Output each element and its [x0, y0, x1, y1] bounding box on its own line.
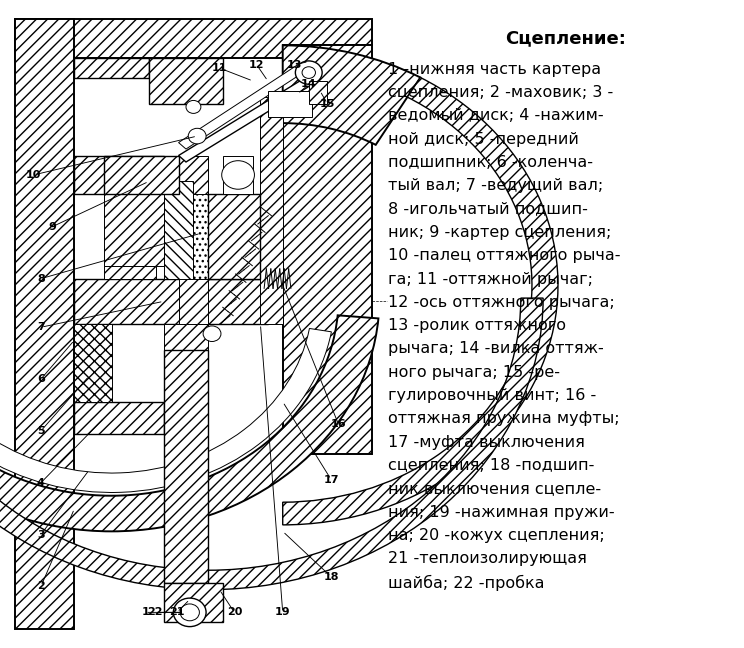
- Circle shape: [186, 100, 201, 113]
- Wedge shape: [0, 329, 331, 492]
- Text: 11: 11: [212, 63, 227, 73]
- Text: 14: 14: [301, 79, 317, 89]
- Text: сцепления; 18 -подшип-: сцепления; 18 -подшип-: [388, 458, 594, 473]
- Circle shape: [188, 128, 206, 144]
- Text: 5: 5: [37, 426, 45, 436]
- Polygon shape: [74, 402, 164, 434]
- Text: шайба; 22 -пробка: шайба; 22 -пробка: [388, 575, 545, 591]
- Polygon shape: [74, 156, 164, 194]
- Text: 1: 1: [141, 607, 149, 618]
- Text: 6: 6: [37, 374, 45, 384]
- Polygon shape: [193, 194, 223, 279]
- Text: 4: 4: [37, 478, 45, 488]
- Text: 15: 15: [320, 98, 335, 109]
- Circle shape: [295, 61, 322, 84]
- Text: 17 -муфта выключения: 17 -муфта выключения: [388, 435, 586, 450]
- Text: 1 -нижняя часть картера: 1 -нижняя часть картера: [388, 62, 601, 76]
- Text: подшипник; 6 -коленча-: подшипник; 6 -коленча-: [388, 155, 594, 170]
- Wedge shape: [283, 78, 558, 525]
- Polygon shape: [260, 97, 283, 324]
- Polygon shape: [15, 19, 372, 58]
- Text: 18: 18: [324, 572, 339, 582]
- Text: 21: 21: [170, 607, 185, 618]
- Polygon shape: [223, 156, 253, 194]
- Polygon shape: [104, 266, 156, 279]
- Polygon shape: [164, 350, 208, 583]
- Polygon shape: [164, 181, 193, 279]
- Wedge shape: [0, 298, 543, 590]
- Text: ведомый диск; 4 -нажим-: ведомый диск; 4 -нажим-: [388, 108, 604, 123]
- Text: ния; 19 -нажимная пружи-: ния; 19 -нажимная пружи-: [388, 505, 615, 520]
- Polygon shape: [15, 19, 74, 629]
- Text: 7: 7: [37, 322, 45, 332]
- Text: 9: 9: [48, 222, 56, 232]
- Polygon shape: [309, 81, 327, 104]
- Text: Сцепление:: Сцепление:: [505, 29, 626, 47]
- Text: ной диск; 5 -передний: ной диск; 5 -передний: [388, 132, 580, 146]
- Circle shape: [302, 67, 315, 78]
- Text: 10: 10: [26, 170, 41, 180]
- Polygon shape: [74, 324, 112, 402]
- Polygon shape: [283, 45, 372, 454]
- Text: тый вал; 7 -ведущий вал;: тый вал; 7 -ведущий вал;: [388, 178, 603, 193]
- Text: ного рычага; 15 -ре-: ного рычага; 15 -ре-: [388, 365, 560, 380]
- Text: га; 11 -оттяжной рычаг;: га; 11 -оттяжной рычаг;: [388, 272, 594, 286]
- Text: 22: 22: [147, 607, 162, 618]
- Wedge shape: [283, 45, 420, 145]
- Text: сцепления; 2 -маховик; 3 -: сцепления; 2 -маховик; 3 -: [388, 85, 614, 100]
- Text: 8: 8: [37, 273, 45, 284]
- Text: 17: 17: [324, 474, 339, 485]
- Text: 12 -ось оттяжного рычага;: 12 -ось оттяжного рычага;: [388, 295, 615, 310]
- Circle shape: [173, 598, 206, 627]
- Circle shape: [203, 326, 221, 341]
- Polygon shape: [164, 324, 208, 350]
- Circle shape: [222, 161, 254, 189]
- Text: 13: 13: [286, 60, 301, 70]
- Polygon shape: [208, 194, 260, 279]
- Text: ник; 9 -картер сцепления;: ник; 9 -картер сцепления;: [388, 225, 612, 240]
- Text: на; 20 -кожух сцепления;: на; 20 -кожух сцепления;: [388, 528, 605, 543]
- Polygon shape: [164, 583, 223, 622]
- Text: 16: 16: [330, 419, 347, 430]
- Text: 10 -палец оттяжного рыча-: 10 -палец оттяжного рыча-: [388, 248, 620, 263]
- Polygon shape: [104, 156, 179, 194]
- Text: 21 -теплоизолирующая: 21 -теплоизолирующая: [388, 551, 587, 566]
- Polygon shape: [104, 194, 164, 266]
- Text: 13 -ролик оттяжного: 13 -ролик оттяжного: [388, 318, 566, 333]
- Text: 2: 2: [37, 581, 45, 592]
- Polygon shape: [179, 78, 312, 162]
- Text: гулировочный винт; 16 -: гулировочный винт; 16 -: [388, 388, 597, 403]
- Text: оттяжная пружина муфты;: оттяжная пружина муфты;: [388, 411, 620, 426]
- Text: ник выключения сцепле-: ник выключения сцепле-: [388, 481, 601, 496]
- Polygon shape: [179, 156, 208, 324]
- Text: 19: 19: [275, 607, 291, 618]
- Polygon shape: [74, 279, 268, 324]
- Text: 12: 12: [249, 60, 264, 70]
- Polygon shape: [74, 58, 149, 78]
- Text: 3: 3: [37, 529, 45, 540]
- Circle shape: [180, 604, 199, 621]
- Text: 8 -игольчатый подшип-: 8 -игольчатый подшип-: [388, 202, 589, 216]
- Polygon shape: [268, 91, 312, 117]
- Polygon shape: [149, 58, 223, 104]
- Polygon shape: [179, 65, 305, 149]
- Text: рычага; 14 -вилка оттяж-: рычага; 14 -вилка оттяж-: [388, 341, 604, 356]
- Wedge shape: [0, 316, 379, 531]
- Text: 20: 20: [227, 607, 242, 618]
